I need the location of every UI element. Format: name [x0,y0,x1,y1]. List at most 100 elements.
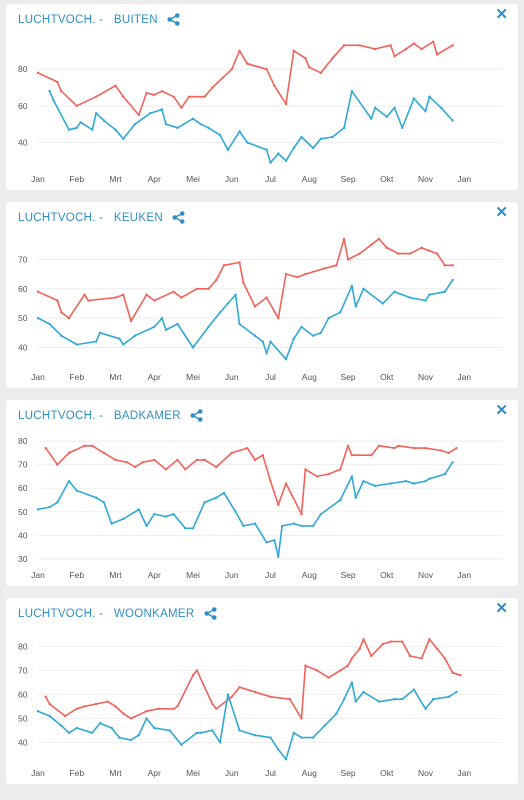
data-point [277,748,280,751]
data-point [342,698,346,701]
data-point [91,128,94,131]
data-point [230,451,233,455]
data-point [222,264,226,267]
data-point [207,126,210,130]
data-point [342,44,346,47]
data-point [435,647,439,650]
panel-title: LUCHTVOCH. - BUITEN [18,14,158,26]
line-chart: 40 50 60 70 Jan Feb Mrt Apr Mei Jun Jul Aug Sep Okt No… [18,237,503,382]
data-point [191,674,195,677]
data-point [393,106,396,109]
data-point [292,337,295,340]
close-icon[interactable]: ✕ [495,6,508,23]
data-point [339,311,342,314]
data-point [451,119,454,122]
data-point [83,293,86,296]
data-point [94,111,98,115]
data-point [56,463,59,466]
data-point [432,698,435,701]
data-point [75,126,78,130]
data-point [238,49,241,53]
data-point [428,95,431,98]
data-point [226,148,230,152]
data-point [315,475,319,478]
data-point [346,258,350,261]
y-tick-label: 40 [18,737,28,747]
data-point [75,343,78,346]
y-tick-label: 60 [18,284,28,294]
data-point [304,272,307,276]
x-tick-label: Feb [69,768,84,778]
x-tick-label: Sep [340,372,355,382]
data-point [412,42,416,45]
data-point [300,717,303,720]
data-point [122,343,125,346]
data-point [238,322,241,326]
data-point [428,477,431,480]
data-point [435,252,439,255]
data-point [300,512,303,516]
data-point [311,736,315,739]
data-point [79,121,82,124]
data-point [44,695,47,698]
data-point [358,44,361,47]
data-point [424,299,427,302]
close-icon[interactable]: ✕ [495,600,508,617]
data-point [91,444,94,447]
data-point [404,47,408,51]
data-point [114,296,117,299]
x-tick-label: Jun [225,570,239,580]
data-point [44,446,47,450]
x-tick-label: Mrt [109,570,122,580]
panel-title: LUCHTVOCH. - KEUKEN [18,212,163,224]
data-point [145,710,148,713]
data-point [420,657,423,660]
y-tick-label: 60 [18,101,28,111]
data-point [172,95,175,98]
data-point [443,657,447,660]
data-point [195,669,199,672]
share-icon[interactable] [172,211,185,224]
data-point [277,152,280,155]
data-point [439,449,443,452]
data-point [339,669,342,672]
data-point [350,681,354,684]
data-point [292,49,295,53]
x-tick-label: Jan [31,768,45,778]
data-point [300,736,303,739]
data-point [277,555,280,558]
x-tick-label: Jul [265,174,276,184]
data-point [160,108,164,111]
data-point [156,707,160,710]
data-point [370,117,373,120]
data-point [75,726,78,730]
data-point [180,743,183,746]
data-point [75,707,78,710]
data-point [370,454,373,457]
data-point [412,97,416,100]
data-point [60,89,63,93]
share-icon[interactable] [167,13,180,26]
data-point [129,717,133,720]
x-tick-label: Feb [69,174,84,184]
data-point [149,111,152,115]
data-point [36,508,40,511]
data-point [91,731,94,734]
data-point [401,126,404,130]
data-point [412,688,416,691]
share-icon[interactable] [203,607,217,620]
x-tick-label: Feb [69,570,84,580]
x-tick-label: Mei [186,174,200,184]
close-icon[interactable]: ✕ [495,402,508,419]
data-point [48,714,51,718]
share-icon[interactable] [190,409,203,422]
close-icon[interactable]: ✕ [495,204,508,221]
data-point [408,296,412,299]
data-point [432,40,435,43]
x-tick-label: Jan [31,570,45,580]
data-point [153,726,156,730]
data-point [420,246,423,249]
data-point [230,67,233,71]
data-point [207,287,210,290]
data-point [145,524,148,528]
